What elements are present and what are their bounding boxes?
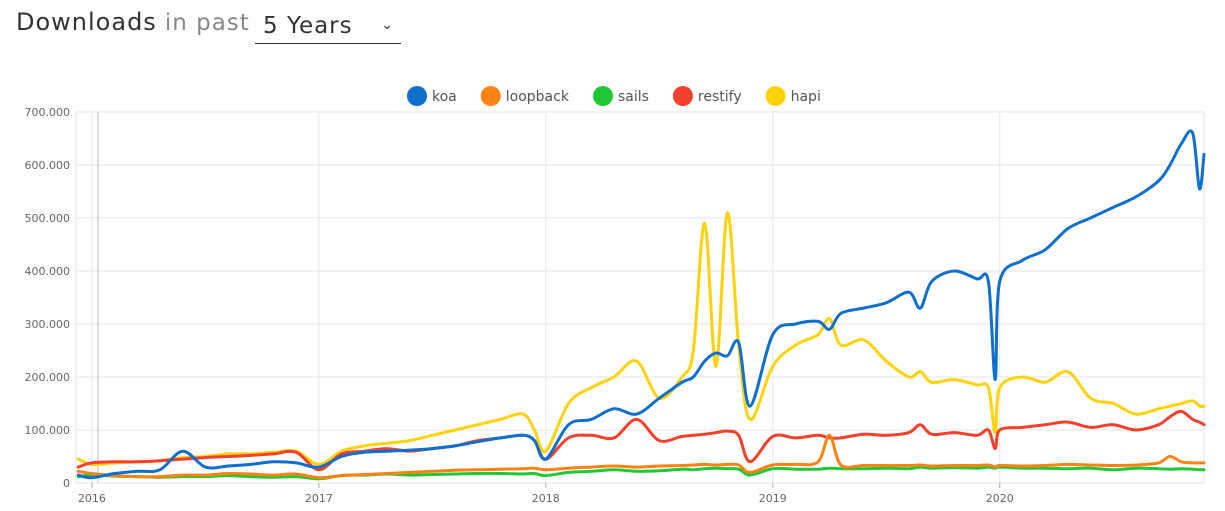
x-tick-label: 2018: [532, 492, 560, 505]
legend-swatch: [765, 86, 786, 106]
legend-label: koa: [432, 89, 457, 105]
downloads-header: Downloads in past: [16, 8, 250, 48]
legend-label: sails: [618, 89, 649, 105]
legend-swatch: [672, 86, 693, 106]
legend-label: hapi: [791, 89, 821, 105]
legend-swatch: [592, 86, 613, 106]
y-tick-label: 0: [63, 477, 70, 490]
x-tick-label: 2019: [759, 492, 787, 505]
legend-item-loopback[interactable]: loopback: [480, 86, 570, 106]
y-tick-label: 400.000: [25, 265, 71, 278]
series-line-hapi: [76, 211, 1206, 467]
y-tick-label: 700.000: [25, 106, 71, 119]
legend-swatch: [407, 86, 427, 106]
y-tick-label: 100.000: [25, 424, 71, 437]
x-tick-label: 2017: [305, 492, 333, 505]
legend-item-restify[interactable]: restify: [672, 86, 742, 106]
y-tick-label: 600.000: [25, 159, 71, 172]
legend-swatch: [480, 86, 501, 106]
header-subtitle: in past: [164, 10, 250, 36]
chevron-down-icon: ⌄: [381, 17, 393, 33]
series-line-restify: [76, 409, 1206, 472]
legend-label: loopback: [506, 89, 570, 105]
legend-label: restify: [698, 89, 742, 105]
legend-item-koa[interactable]: koa: [407, 86, 457, 106]
legend-item-hapi[interactable]: hapi: [765, 86, 821, 106]
header-title: Downloads: [16, 8, 157, 36]
y-tick-label: 300.000: [25, 318, 71, 331]
x-tick-label: 2016: [78, 492, 106, 505]
series-line-sails: [76, 465, 1206, 481]
x-tick-label: 2020: [986, 492, 1014, 505]
y-tick-label: 500.000: [25, 212, 71, 225]
period-select[interactable]: 5 Years ⌄: [255, 10, 401, 44]
period-select-value: 5 Years: [263, 13, 353, 39]
series-line-loopback: [76, 433, 1206, 480]
series-line-koa: [76, 129, 1206, 480]
y-tick-label: 200.000: [25, 371, 71, 384]
legend-item-sails[interactable]: sails: [592, 86, 649, 106]
